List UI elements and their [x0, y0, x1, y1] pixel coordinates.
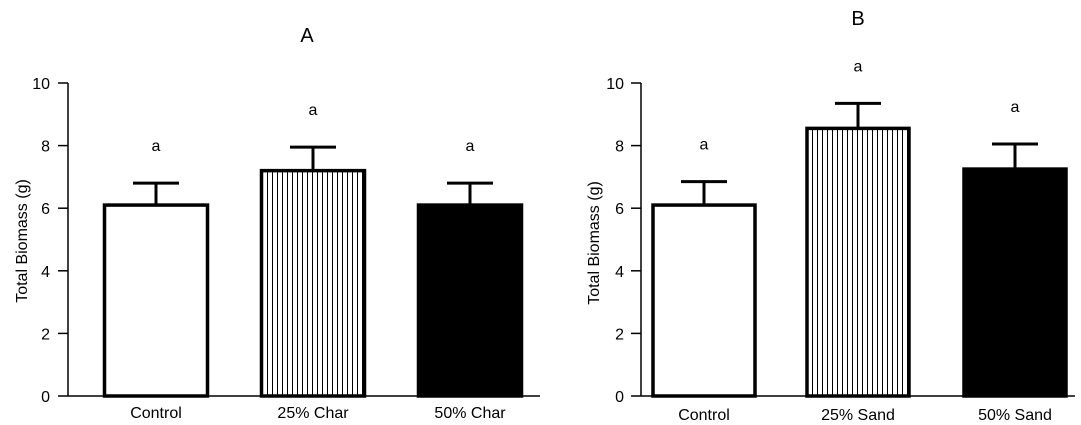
panel-a-y-tick-label: 2: [41, 326, 50, 343]
panel-b-title: B: [851, 8, 864, 30]
panel-a-significance-label: a: [152, 138, 161, 155]
panel-b-bar-1: [651, 203, 757, 398]
panel-a-significance-label: a: [309, 102, 318, 119]
panel-b: B Total Biomass (g) 0 2 4 6 8 10 a Control a 25% …: [586, 8, 1075, 424]
panel-a-title: A: [300, 25, 314, 47]
panel-a-category-label: 25% Char: [277, 405, 349, 422]
panel-b-y-tick-label: 10: [606, 76, 624, 93]
panel-b-y-tick-label: 0: [615, 389, 624, 406]
panel-a-y-axis-label: Total Biomass (g): [14, 179, 31, 303]
panel-a-category-label: 50% Char: [434, 405, 506, 422]
panel-a-bar-2: [259, 168, 367, 398]
panel-b-category-label: 25% Sand: [821, 407, 895, 424]
panel-b-category-label: Control: [678, 407, 730, 424]
panel-a-category-label: Control: [130, 405, 182, 422]
panel-b-y-tick-label: 2: [615, 326, 624, 343]
panel-b-significance-label: a: [854, 58, 863, 75]
panel-a-plot: 0 2 4 6 8 10 a Control a 25% Char a 50% Char: [32, 76, 540, 422]
panel-b-bar-3: [962, 167, 1068, 398]
panel-b-significance-label: a: [1011, 99, 1020, 116]
panel-b-plot: 0 2 4 6 8 10 a Control a 25% Sand a 50% Sand: [606, 58, 1075, 424]
panel-b-y-tick-label: 4: [615, 264, 624, 281]
panel-b-y-tick-label: 8: [615, 139, 624, 156]
panel-b-significance-label: a: [700, 137, 709, 154]
panel-a-y-tick-label: 4: [41, 264, 50, 281]
panel-a-y-tick-label: 8: [41, 139, 50, 156]
panel-a-y-tick-label: 0: [41, 389, 50, 406]
panel-a-bar-3: [416, 203, 524, 398]
panel-b-y-tick-label: 6: [615, 201, 624, 218]
panel-a-y-tick-label: 6: [41, 201, 50, 218]
panel-a: A Total Biomass (g) 0 2 4 6 8 10 a Control a 25% …: [14, 25, 540, 422]
panel-a-bar-1: [102, 203, 210, 398]
panel-a-significance-label: a: [466, 138, 475, 155]
panel-b-category-label: 50% Sand: [978, 407, 1052, 424]
panel-b-y-axis-label: Total Biomass (g): [586, 181, 603, 305]
panel-a-y-tick-label: 10: [32, 76, 50, 93]
panel-b-bar-2: [805, 126, 911, 398]
